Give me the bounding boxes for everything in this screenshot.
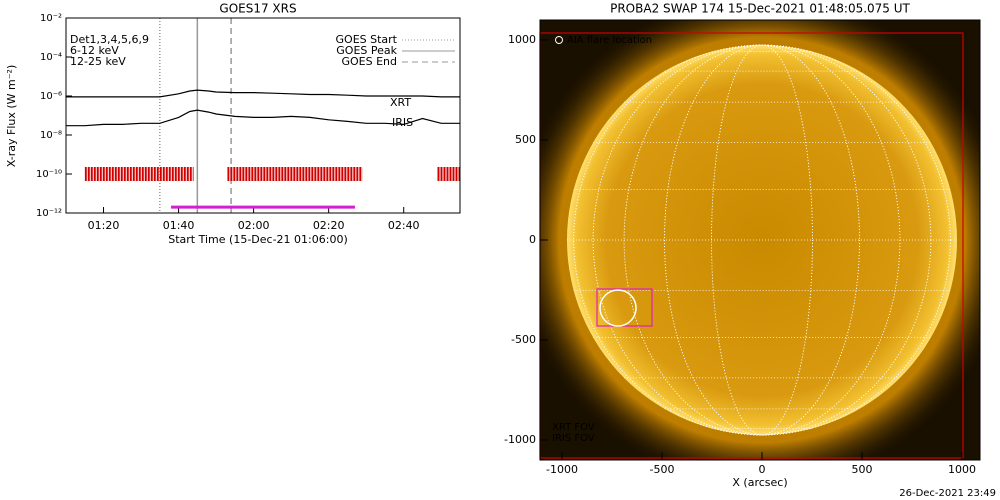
y-tick-label: 10⁻¹² [36, 208, 62, 219]
x-tick-label: 01:20 [88, 219, 120, 232]
flux-line [66, 89, 460, 98]
x-axis-label: X (arcsec) [732, 476, 787, 489]
longitude-line [573, 44, 951, 436]
y-tick-label: 10⁻² [40, 13, 62, 24]
right-title: PROBA2 SWAP 174 15-Dec-2021 01:48:05.075… [610, 2, 910, 16]
flux-line [66, 109, 460, 127]
sun-group [540, 20, 980, 460]
plot-frame [539, 19, 981, 461]
x-tick-label: -500 [650, 463, 675, 476]
legend-symbol [555, 36, 563, 44]
y-tick-label: 500 [515, 133, 536, 146]
x-tick-label: 02:20 [313, 219, 345, 232]
legend-label: AIA flare location [567, 35, 652, 46]
legend-label: GOES Start [336, 33, 398, 46]
flare-marker [599, 289, 637, 327]
y-axis-label: X-ray Flux (W m⁻²) [5, 65, 18, 167]
coverage-label: IRIS [392, 116, 413, 129]
y-tick-label: 10⁻⁶ [40, 91, 62, 102]
longitude-line [711, 44, 813, 436]
x-tick-label: 1000 [948, 463, 976, 476]
y-tick-label: 0 [529, 233, 536, 246]
y-tick-label: 10⁻⁴ [40, 52, 62, 63]
y-tick-label: 10⁻¹⁰ [36, 169, 62, 180]
x-tick-label: 02:00 [238, 219, 270, 232]
fov-label: IRIS FOV [552, 433, 595, 444]
plot-frame [65, 17, 461, 214]
coverage-bar [171, 205, 355, 209]
x-tick-label: 500 [852, 463, 873, 476]
x-tick-label: -1000 [546, 463, 578, 476]
y-tick-label: 10⁻⁸ [40, 130, 62, 141]
y-tick-label: -500 [511, 333, 536, 346]
coverage-label: XRT [390, 96, 411, 109]
x-tick-label: 01:40 [163, 219, 195, 232]
longitude-line [592, 44, 932, 436]
legend-label: GOES Peak [336, 44, 397, 57]
coverage-bar [227, 167, 363, 181]
y-tick-label: 1000 [508, 33, 536, 46]
x-tick-label: 0 [759, 463, 766, 476]
coverage-bar [84, 167, 194, 181]
annotation: 12-25 keV [70, 55, 126, 68]
fov-box [596, 288, 653, 327]
fov-label: XRT FOV [552, 422, 595, 433]
legend-label: GOES End [341, 55, 397, 68]
footer: 26-Dec-2021 23:49 [899, 488, 996, 499]
x-axis-label: Start Time (15-Dec-21 01:06:00) [168, 233, 348, 246]
x-tick-label: 02:40 [388, 219, 420, 232]
y-tick-label: -1000 [504, 433, 536, 446]
annotation: 6-12 keV [70, 44, 119, 57]
coverage-bar [437, 167, 460, 181]
annotation: Det1,3,4,5,6,9 [70, 33, 149, 46]
left-title: GOES17 XRS [219, 2, 296, 16]
